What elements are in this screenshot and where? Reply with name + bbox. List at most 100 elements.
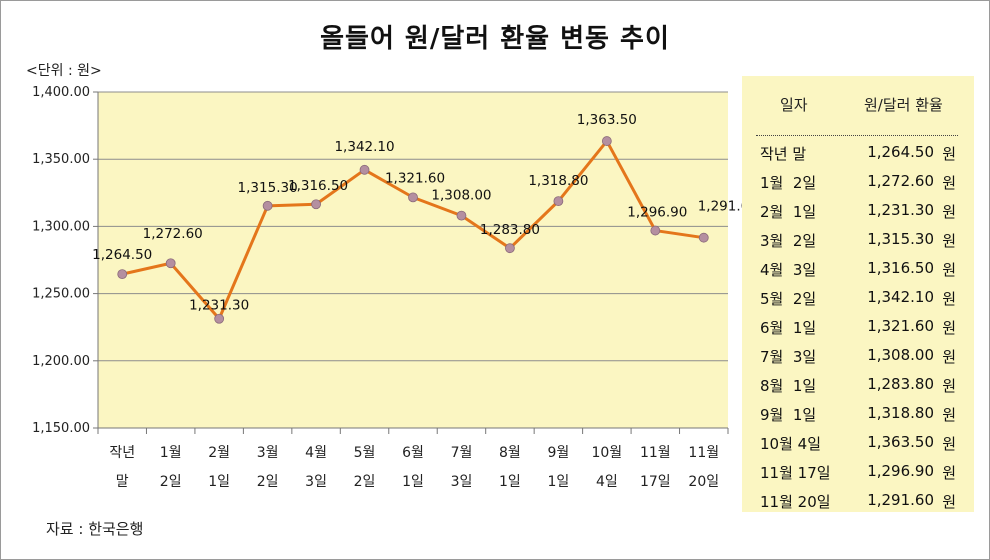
table-cell-unit: 원 [942, 319, 956, 337]
table-cell-date: 11월 20일 [760, 493, 831, 511]
unit-label: <단위 : 원> [26, 63, 102, 79]
y-tick-label: 1,250.00 [32, 287, 90, 302]
x-tick-label: 2월 [208, 445, 230, 461]
x-tick-label: 작년 [109, 445, 135, 461]
table-row: 작년 말 1,264.50 원 [742, 139, 974, 168]
data-point [359, 164, 370, 175]
x-tick-label: 6월 [402, 445, 424, 461]
source-note: 자료 : 한국은행 [46, 520, 144, 538]
table-cell-rate: 1,363.50 [867, 433, 934, 451]
table-cell-date: 11월 17일 [760, 464, 831, 482]
x-tick-label: 3일 [305, 474, 327, 490]
table-row: 3월 2일 1,315.30 원 [742, 226, 974, 255]
data-label: 1,363.50 [577, 112, 637, 128]
x-tick-label: 11월 [640, 445, 671, 461]
table-cell-unit: 원 [942, 290, 956, 308]
y-tick-label: 1,300.00 [32, 219, 90, 234]
table-cell-rate: 1,291.60 [867, 491, 934, 509]
table-cell-rate: 1,342.10 [867, 288, 934, 306]
x-tick-label: 20일 [688, 474, 719, 490]
data-point [262, 200, 273, 211]
x-tick-label: 5월 [354, 445, 376, 461]
table-cell-rate: 1,308.00 [867, 346, 934, 364]
table-row: 10월 4일 1,363.50 원 [742, 429, 974, 458]
table-header-rate: 원/달러 환율 [864, 96, 943, 114]
data-point [601, 136, 612, 146]
table-row: 9월 1일 1,318.80 원 [742, 400, 974, 429]
x-tick-label: 1일 [208, 474, 230, 490]
x-tick-label: 4일 [596, 474, 618, 490]
data-point [408, 192, 418, 203]
x-tick-label: 1일 [499, 474, 521, 490]
table-cell-date: 2월 1일 [760, 203, 817, 221]
exchange-rate-table: 일자 원/달러 환율 작년 말 1,264.50 원 1월 2일 1,272.60 원 2월… [742, 76, 974, 512]
table-separator [756, 135, 958, 136]
table-header-date: 일자 [780, 96, 808, 114]
data-label: 1,342.10 [334, 139, 394, 155]
table-cell-unit: 원 [942, 203, 956, 221]
table-cell-unit: 원 [942, 174, 956, 192]
table-cell-date: 5월 2일 [760, 290, 817, 308]
data-label: 1,231.30 [189, 298, 249, 314]
data-point [165, 258, 176, 269]
table-row: 4월 3일 1,316.50 원 [742, 255, 974, 284]
data-label: 1,316.50 [288, 178, 348, 194]
y-tick-label: 1,400.00 [32, 85, 90, 100]
table-cell-date: 7월 3일 [760, 348, 817, 366]
x-tick-label: 7월 [451, 445, 473, 461]
table-cell-date: 10월 4일 [760, 435, 821, 453]
x-tick-label: 9월 [547, 445, 569, 461]
table-cell-rate: 1,283.80 [867, 375, 934, 393]
data-point [505, 243, 515, 254]
x-tick-label: 3일 [451, 474, 473, 490]
table-cell-unit: 원 [942, 493, 956, 511]
data-label: 1,272.60 [143, 226, 203, 242]
x-tick-label: 17일 [640, 474, 671, 490]
table-cell-rate: 1,318.80 [867, 404, 934, 422]
table-cell-unit: 원 [942, 464, 956, 482]
table-header: 일자 원/달러 환율 [742, 94, 974, 118]
table-cell-unit: 원 [942, 145, 956, 163]
table-row: 7월 3일 1,308.00 원 [742, 342, 974, 371]
y-tick-label: 1,150.00 [32, 421, 90, 436]
table-row: 11월 20일 1,291.60 원 [742, 487, 974, 516]
table-row: 6월 1일 1,321.60 원 [742, 313, 974, 342]
table-cell-rate: 1,315.30 [867, 230, 934, 248]
data-label: 1,318.80 [528, 173, 588, 189]
chart-title: 올들어 원/달러 환율 변동 추이 [320, 24, 670, 54]
table-cell-date: 4월 3일 [760, 261, 817, 279]
table-cell-rate: 1,321.60 [867, 317, 934, 335]
x-tick-label: 10월 [591, 445, 622, 461]
table-row: 8월 1일 1,283.80 원 [742, 371, 974, 400]
plot-area [98, 92, 728, 428]
data-label: 1,283.80 [480, 222, 540, 238]
data-label: 1,296.90 [627, 205, 687, 221]
data-point [117, 269, 128, 280]
table-row: 11월 17일 1,296.90 원 [742, 458, 974, 487]
x-tick-label: 1일 [547, 474, 569, 490]
table-cell-date: 1월 2일 [760, 174, 817, 192]
data-point [311, 199, 321, 210]
table-cell-unit: 원 [942, 348, 956, 366]
x-tick-label: 3월 [257, 445, 279, 461]
table-cell-unit: 원 [942, 261, 956, 279]
table-cell-rate: 1,231.30 [867, 201, 934, 219]
x-tick-label: 11월 [688, 445, 719, 461]
y-tick-label: 1,200.00 [32, 354, 90, 369]
x-tick-label: 2일 [257, 474, 279, 490]
data-point [214, 313, 225, 324]
y-tick-label: 1,350.00 [32, 152, 90, 167]
table-cell-date: 작년 말 [760, 145, 807, 163]
x-tick-label: 2일 [354, 474, 376, 490]
data-label: 1,264.50 [92, 247, 152, 263]
x-tick-label: 1월 [160, 445, 182, 461]
table-cell-unit: 원 [942, 406, 956, 424]
x-tick-label: 1일 [402, 474, 424, 490]
x-tick-label: 4월 [305, 445, 327, 461]
table-cell-rate: 1,296.90 [867, 462, 934, 480]
table-cell-date: 9월 1일 [760, 406, 817, 424]
table-cell-unit: 원 [942, 377, 956, 395]
x-tick-label: 8월 [499, 445, 521, 461]
table-cell-date: 6월 1일 [760, 319, 817, 337]
table-row: 2월 1일 1,231.30 원 [742, 197, 974, 226]
